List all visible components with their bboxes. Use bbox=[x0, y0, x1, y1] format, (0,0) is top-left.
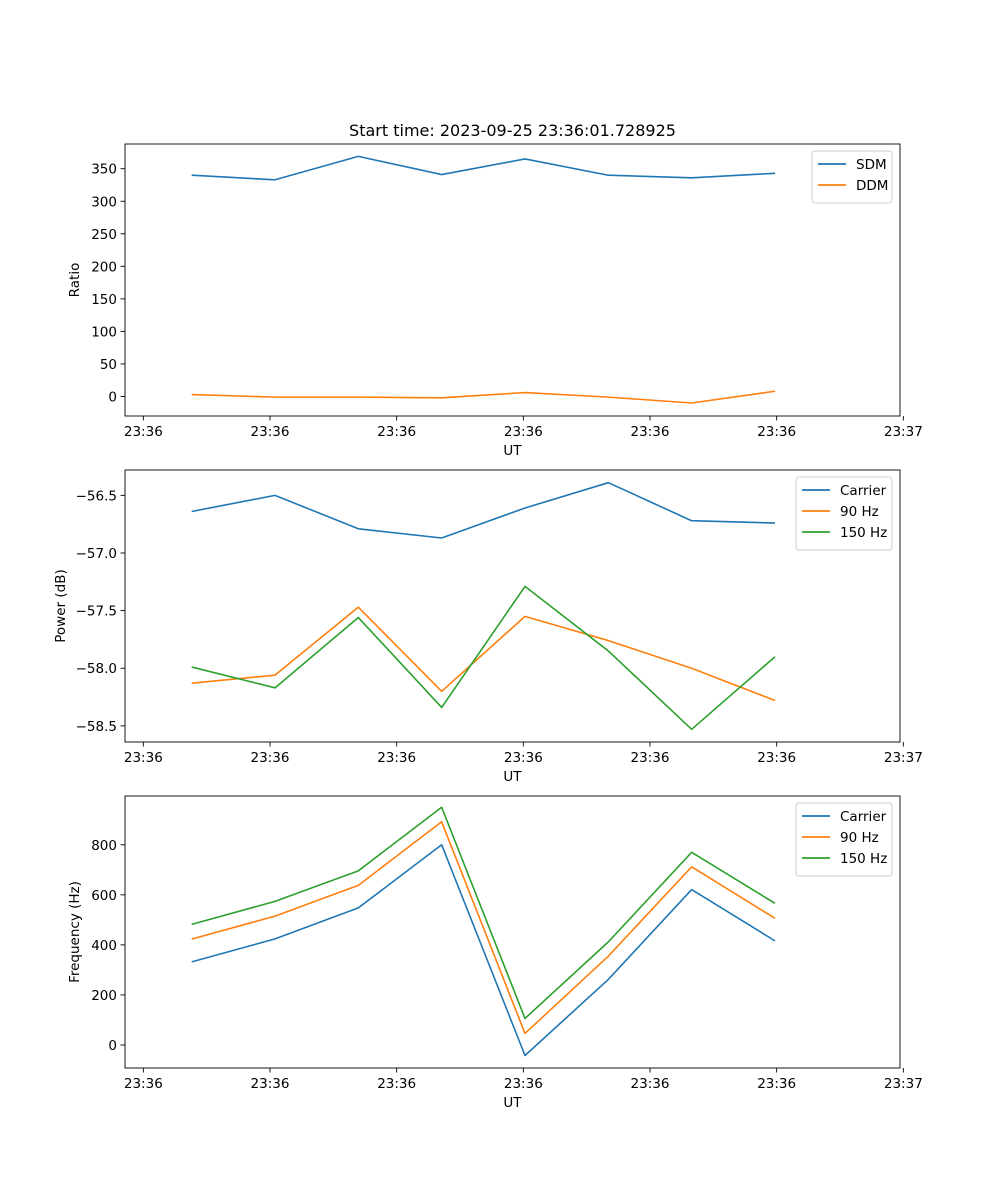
x-tick-label: 23:36 bbox=[251, 1076, 290, 1092]
x-tick-label: 23:36 bbox=[124, 424, 163, 440]
y-tick-label: −57.0 bbox=[76, 546, 117, 562]
y-tick-label: 600 bbox=[91, 888, 117, 904]
series-line-150-hz bbox=[191, 806, 776, 1020]
legend-entry: DDM bbox=[856, 178, 888, 194]
x-tick-label: 23:37 bbox=[884, 1076, 923, 1092]
series-line-90-hz bbox=[191, 606, 776, 702]
y-tick-label: 400 bbox=[91, 938, 117, 954]
chart-title: Start time: 2023-09-25 23:36:01.728925 bbox=[349, 121, 676, 140]
series-line-90-hz bbox=[191, 820, 776, 1035]
y-tick-label: 300 bbox=[91, 194, 117, 210]
y-axis-label: Frequency (Hz) bbox=[67, 881, 83, 983]
x-tick-label: 23:36 bbox=[377, 1076, 416, 1092]
x-tick-label: 23:36 bbox=[631, 424, 670, 440]
x-tick-label: 23:36 bbox=[504, 750, 543, 766]
legend-entry: Carrier bbox=[840, 809, 887, 825]
x-tick-label: 23:36 bbox=[251, 750, 290, 766]
y-tick-label: 800 bbox=[91, 838, 117, 854]
x-tick-label: 23:37 bbox=[884, 750, 923, 766]
x-tick-label: 23:37 bbox=[884, 424, 923, 440]
plot-frame bbox=[124, 143, 901, 417]
plot-frame bbox=[124, 795, 901, 1069]
y-tick-label: 100 bbox=[91, 324, 117, 340]
y-tick-label: −58.0 bbox=[76, 661, 117, 677]
y-tick-label: 250 bbox=[91, 227, 117, 243]
y-tick-label: −57.5 bbox=[76, 604, 117, 620]
y-tick-label: −56.5 bbox=[76, 488, 117, 504]
y-tick-label: 0 bbox=[108, 389, 117, 405]
panel-2: 23:36 23:36 23:36 23:36 23:36 23:36 23:37 −58.5… bbox=[53, 469, 923, 785]
y-tick-label: −58.5 bbox=[76, 719, 117, 735]
y-tick-label: 0 bbox=[108, 1038, 117, 1054]
y-tick-label: 200 bbox=[91, 988, 117, 1004]
x-tick-label: 23:36 bbox=[377, 424, 416, 440]
x-axis-label: UT bbox=[503, 1095, 522, 1111]
legend-entry: 150 Hz bbox=[840, 525, 887, 541]
y-tick-label: 50 bbox=[100, 357, 117, 373]
x-tick-label: 23:36 bbox=[377, 750, 416, 766]
legend: Carrier 90 Hz 150 Hz bbox=[795, 476, 893, 551]
x-axis-label: UT bbox=[503, 769, 522, 785]
series-line-carrier bbox=[191, 481, 776, 539]
x-tick-label: 23:36 bbox=[124, 1076, 163, 1092]
x-tick-label: 23:36 bbox=[631, 1076, 670, 1092]
y-axis-label: Power (dB) bbox=[53, 569, 69, 642]
plot-frame bbox=[124, 469, 901, 743]
x-tick-label: 23:36 bbox=[757, 424, 796, 440]
x-tick-label: 23:36 bbox=[757, 750, 796, 766]
panel-1: 23:36 23:36 23:36 23:36 23:36 23:36 23:37 0 50 10… bbox=[67, 121, 923, 459]
x-tick-label: 23:36 bbox=[757, 1076, 796, 1092]
y-axis-label: Ratio bbox=[67, 263, 83, 298]
x-tick-label: 23:36 bbox=[124, 750, 163, 766]
y-tick-label: 150 bbox=[91, 292, 117, 308]
series-line-150-hz bbox=[191, 585, 776, 731]
panel-3: 23:36 23:36 23:36 23:36 23:36 23:36 23:37 0 200 4… bbox=[67, 795, 923, 1111]
x-tick-label: 23:36 bbox=[504, 1076, 543, 1092]
legend-entry: Carrier bbox=[840, 483, 887, 499]
series-line-carrier bbox=[191, 843, 776, 1057]
x-axis-label: UT bbox=[503, 443, 522, 459]
legend: SDM DDM bbox=[811, 150, 893, 204]
y-tick-label: 350 bbox=[91, 162, 117, 178]
legend-entry: 150 Hz bbox=[840, 851, 887, 867]
x-tick-label: 23:36 bbox=[631, 750, 670, 766]
x-tick-label: 23:36 bbox=[504, 424, 543, 440]
x-tick-label: 23:36 bbox=[251, 424, 290, 440]
series-line-ddm bbox=[191, 390, 776, 404]
legend-entry: SDM bbox=[856, 157, 887, 173]
legend: Carrier 90 Hz 150 Hz bbox=[795, 802, 893, 877]
y-tick-label: 200 bbox=[91, 259, 117, 275]
legend-entry: 90 Hz bbox=[840, 830, 879, 846]
legend-entry: 90 Hz bbox=[840, 504, 879, 520]
series-line-sdm bbox=[191, 155, 776, 181]
